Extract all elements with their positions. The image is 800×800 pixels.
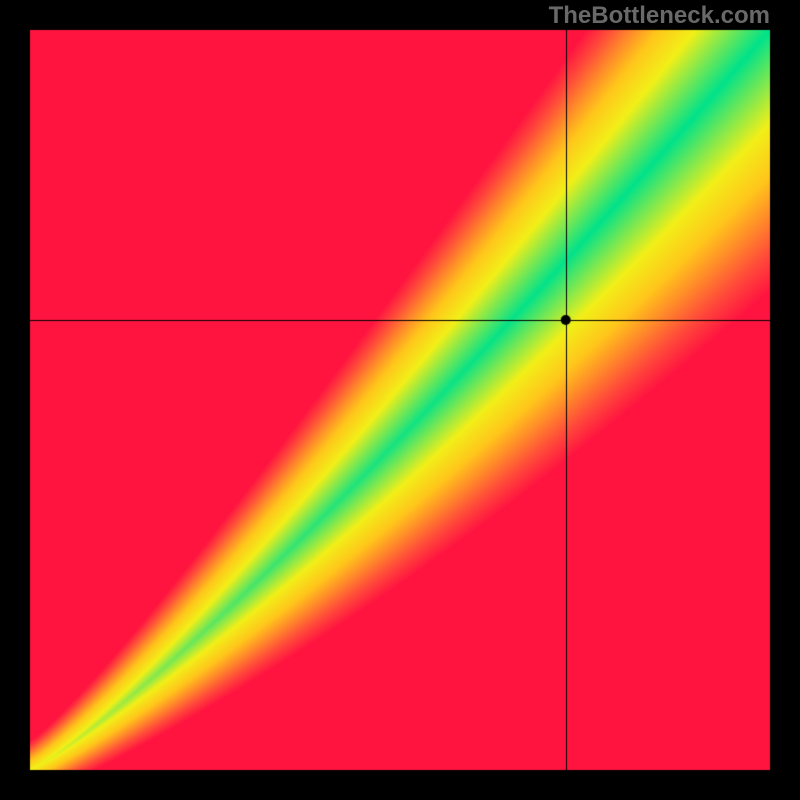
chart-container: TheBottleneck.com	[0, 0, 800, 800]
source-watermark: TheBottleneck.com	[549, 2, 770, 30]
bottleneck-heatmap-canvas	[0, 0, 800, 800]
